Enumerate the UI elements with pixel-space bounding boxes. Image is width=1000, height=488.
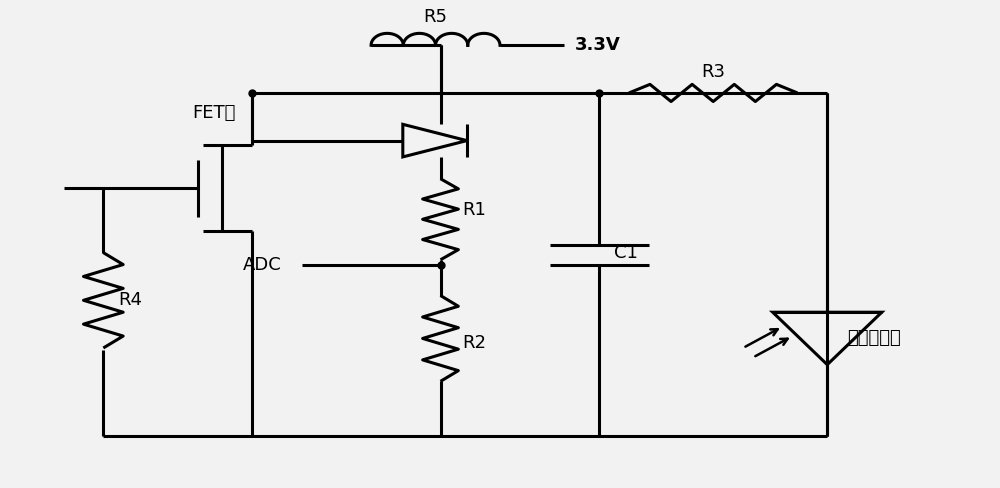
Text: FET管: FET管	[193, 103, 236, 122]
Text: R1: R1	[462, 201, 486, 219]
Text: 光电二极管: 光电二极管	[847, 329, 901, 347]
Text: R2: R2	[462, 334, 486, 352]
Text: R5: R5	[424, 8, 448, 26]
Text: ADC: ADC	[243, 256, 282, 274]
Text: R4: R4	[118, 291, 142, 309]
Text: C1: C1	[614, 244, 638, 262]
Text: 3.3V: 3.3V	[574, 36, 620, 54]
Text: R3: R3	[701, 63, 725, 81]
